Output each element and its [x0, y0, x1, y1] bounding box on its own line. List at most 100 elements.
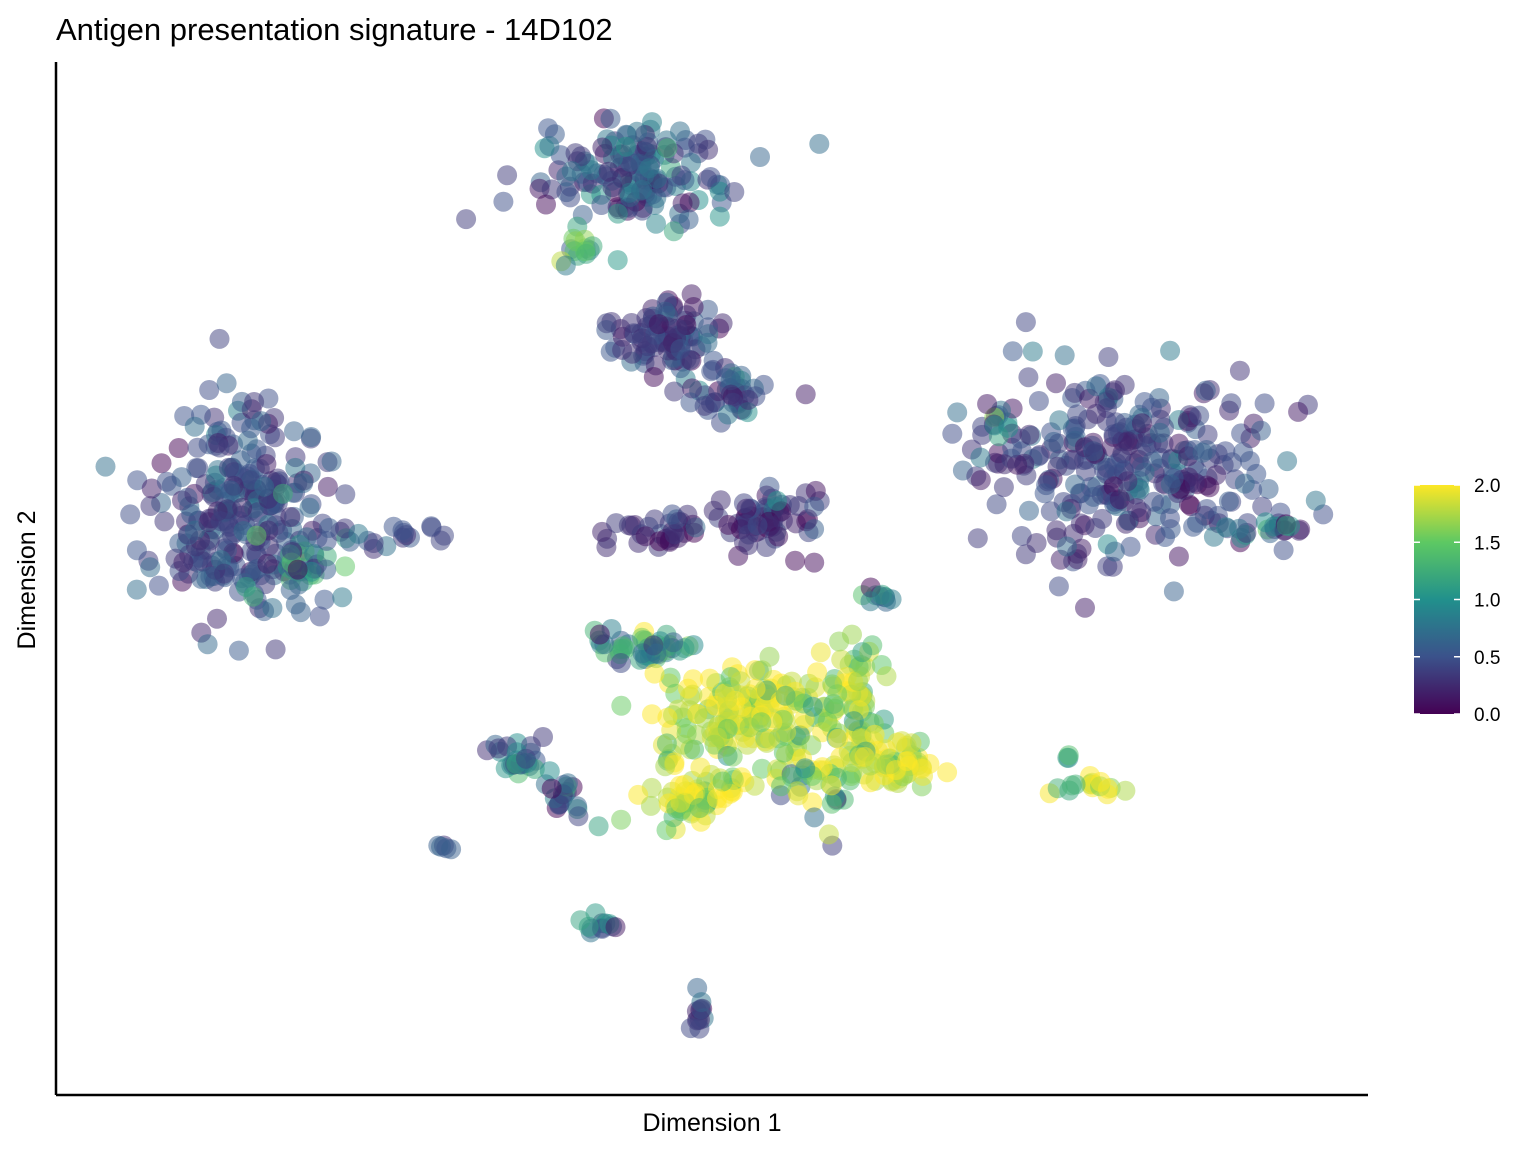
data-point [748, 515, 768, 535]
data-point [700, 669, 720, 689]
data-point [937, 762, 957, 782]
data-point [210, 329, 230, 349]
data-point [322, 452, 342, 472]
x-axis-label: Dimension 1 [643, 1109, 782, 1137]
data-point [970, 448, 990, 468]
data-point [829, 632, 849, 652]
data-point [1185, 473, 1205, 493]
data-point [592, 138, 612, 158]
data-point [589, 816, 609, 836]
data-point [750, 147, 770, 167]
data-point [1019, 425, 1039, 445]
data-point [665, 524, 685, 544]
data-point [488, 738, 508, 758]
data-point [677, 724, 697, 744]
data-point [152, 453, 172, 473]
data-point [809, 134, 829, 154]
data-point [1049, 576, 1069, 596]
data-point [566, 143, 586, 163]
data-point [828, 729, 848, 749]
data-point [590, 625, 610, 645]
data-point [288, 560, 308, 580]
data-point [606, 917, 626, 937]
data-point [211, 511, 231, 531]
data-point [1277, 451, 1297, 471]
data-point [717, 689, 737, 709]
data-point [865, 753, 885, 773]
data-point [977, 394, 997, 414]
data-point [848, 671, 868, 691]
color-legend: 0.0 0.5 1.0 1.5 2.0 [1414, 476, 1500, 726]
data-point [599, 162, 619, 182]
data-point [1160, 341, 1180, 361]
data-point [606, 513, 626, 533]
data-point [1222, 452, 1242, 472]
data-point [173, 552, 193, 572]
data-point [713, 772, 733, 792]
data-point [795, 758, 815, 778]
data-point [300, 498, 320, 518]
data-point [394, 523, 414, 543]
data-point [1091, 772, 1111, 792]
data-point [597, 313, 617, 333]
data-point [1023, 342, 1043, 362]
data-point [1169, 547, 1189, 567]
data-point [219, 458, 239, 478]
data-point [679, 210, 699, 230]
data-point [1105, 380, 1125, 400]
data-point [1230, 361, 1250, 381]
data-point [677, 505, 697, 525]
data-point [315, 590, 335, 610]
data-point [157, 472, 177, 492]
data-point [1118, 431, 1138, 451]
data-point [638, 132, 658, 152]
data-point [256, 454, 276, 474]
colorbar-tick-label: 0.5 [1474, 648, 1500, 669]
data-point [680, 350, 700, 370]
data-point [348, 524, 368, 544]
data-point [1067, 404, 1087, 424]
data-point [670, 793, 690, 813]
data-point [244, 392, 264, 412]
data-point [721, 385, 741, 405]
data-point [198, 634, 218, 654]
data-point [257, 554, 277, 574]
data-point [663, 632, 683, 652]
data-point [1059, 745, 1079, 765]
data-point [811, 642, 831, 662]
data-point [657, 708, 677, 728]
data-point [210, 438, 230, 458]
data-point [178, 488, 198, 508]
data-point [803, 697, 823, 717]
data-point [671, 166, 691, 186]
data-point [734, 493, 754, 513]
data-point [441, 839, 461, 859]
data-point [262, 598, 282, 618]
scatter-points [96, 108, 1334, 1038]
data-point [774, 743, 794, 763]
data-point [611, 696, 631, 716]
data-point [140, 496, 160, 516]
data-point [1306, 491, 1326, 511]
data-point [562, 161, 582, 181]
data-point [701, 167, 721, 187]
data-point [1127, 498, 1147, 518]
data-point [1251, 421, 1271, 441]
colorbar-tick-label: 2.0 [1474, 476, 1500, 497]
data-point [310, 606, 330, 626]
data-point [804, 553, 824, 573]
data-point [601, 109, 621, 129]
data-point [804, 807, 824, 827]
data-point [886, 760, 906, 780]
data-point [987, 494, 1007, 514]
data-point [1229, 519, 1249, 539]
data-point [1117, 471, 1137, 491]
data-point [718, 515, 738, 535]
data-point [690, 758, 710, 778]
data-point [657, 293, 677, 313]
data-point [852, 642, 872, 662]
data-point [251, 411, 271, 431]
y-axis-label: Dimension 2 [13, 511, 41, 650]
data-point [655, 756, 675, 776]
